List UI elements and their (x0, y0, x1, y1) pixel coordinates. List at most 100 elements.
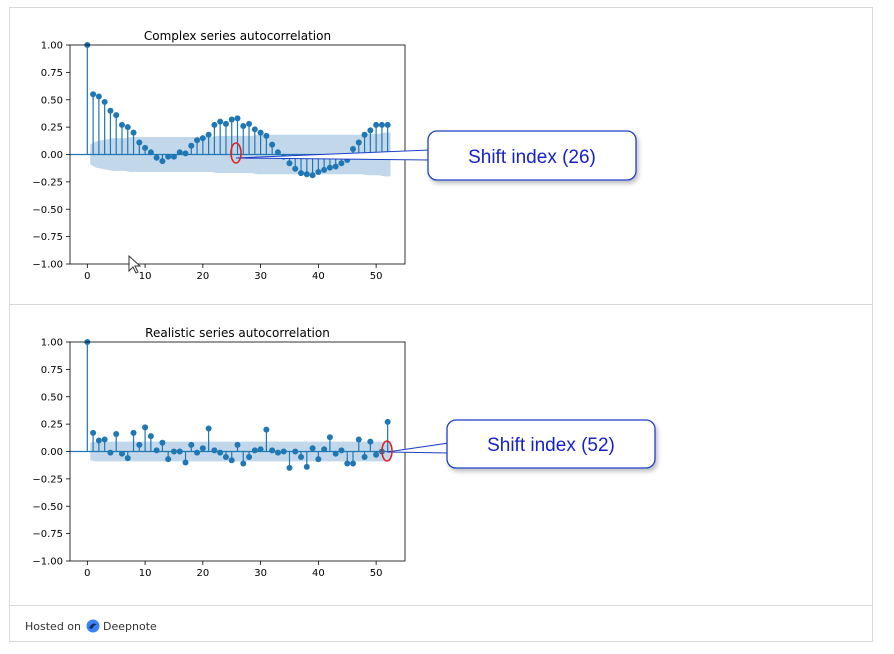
data-point (251, 447, 258, 454)
data-point (309, 445, 316, 452)
x-tick-label: 10 (139, 271, 152, 282)
y-tick-label: −0.25 (32, 474, 63, 485)
data-point (217, 118, 224, 125)
data-point (286, 464, 293, 471)
data-point (176, 149, 183, 156)
footer-brand-link[interactable]: Deepnote (103, 619, 157, 633)
data-point (136, 441, 143, 448)
y-tick-label: −0.25 (32, 177, 63, 188)
data-point (182, 150, 189, 157)
data-point (159, 439, 166, 446)
data-point (165, 456, 172, 463)
y-tick-label: −1.00 (32, 260, 63, 271)
data-point (344, 156, 351, 163)
data-point (136, 139, 143, 146)
data-point (113, 430, 120, 437)
data-point (153, 447, 160, 454)
data-point (298, 453, 305, 460)
data-point (234, 441, 241, 448)
data-point (338, 447, 345, 454)
data-point (378, 121, 385, 128)
data-point (211, 447, 218, 454)
x-tick-label: 30 (254, 568, 267, 579)
data-point (373, 121, 380, 128)
data-point (142, 144, 149, 151)
x-tick-label: 0 (84, 568, 90, 579)
x-tick-label: 0 (84, 271, 90, 282)
data-point (303, 171, 310, 178)
cell-divider (9, 304, 873, 305)
data-point (332, 163, 339, 170)
data-point (130, 429, 137, 436)
data-point (292, 448, 299, 455)
data-point (199, 135, 206, 142)
notebook-output-frame (9, 7, 873, 642)
data-point (95, 93, 102, 100)
y-tick-label: 0.50 (41, 392, 63, 403)
data-point (90, 429, 97, 436)
data-point (257, 446, 264, 453)
x-tick-label: 30 (254, 271, 267, 282)
data-point (107, 107, 114, 114)
data-point (321, 166, 328, 173)
data-point (355, 139, 362, 146)
data-point (361, 453, 368, 460)
y-tick-label: −1.00 (32, 557, 63, 568)
data-point (124, 124, 131, 131)
data-point (367, 438, 374, 445)
data-point (194, 449, 201, 456)
data-point (292, 165, 299, 172)
y-tick-label: 1.00 (41, 41, 63, 52)
x-tick-label: 20 (196, 568, 209, 579)
data-point (159, 158, 166, 165)
data-point (315, 456, 322, 463)
data-point (240, 460, 247, 467)
data-point (124, 455, 131, 462)
data-point (194, 137, 201, 144)
y-tick-label: −0.50 (32, 205, 63, 216)
y-tick-label: 0.25 (41, 420, 63, 431)
data-point (263, 132, 270, 139)
data-point (118, 121, 125, 128)
y-tick-label: 0.00 (41, 447, 63, 458)
data-point (350, 146, 357, 153)
data-point (384, 418, 391, 425)
data-point (95, 437, 102, 444)
x-tick-label: 50 (370, 568, 383, 579)
data-point (142, 424, 149, 431)
data-point (315, 169, 322, 176)
data-point (378, 448, 385, 455)
data-point (361, 131, 368, 138)
data-point (269, 447, 276, 454)
data-point (170, 153, 177, 160)
chart-title: Realistic series autocorrelation (145, 326, 330, 340)
y-tick-label: 0.00 (41, 150, 63, 161)
data-point (205, 131, 212, 138)
data-point (222, 453, 229, 460)
data-point (101, 98, 108, 105)
data-point (118, 450, 125, 457)
data-point (263, 426, 270, 433)
data-point (246, 453, 253, 460)
deepnote-logo-icon[interactable] (86, 619, 100, 633)
y-tick-label: 0.25 (41, 123, 63, 134)
data-point (332, 450, 339, 457)
y-tick-label: −0.50 (32, 502, 63, 513)
data-point (367, 127, 374, 134)
x-tick-label: 40 (312, 568, 325, 579)
data-point (309, 172, 316, 179)
y-tick-label: 0.75 (41, 68, 63, 79)
data-point (350, 460, 357, 467)
data-point (101, 436, 108, 443)
y-tick-label: −0.75 (32, 232, 63, 243)
data-point (205, 425, 212, 432)
data-point (147, 433, 154, 440)
data-point (257, 129, 264, 136)
y-tick-label: 0.75 (41, 365, 63, 376)
data-point (182, 459, 189, 466)
data-point (355, 436, 362, 443)
y-tick-label: 0.50 (41, 95, 63, 106)
data-point (251, 126, 258, 133)
footer-prefix: Hosted on (25, 619, 81, 633)
data-point (338, 160, 345, 167)
